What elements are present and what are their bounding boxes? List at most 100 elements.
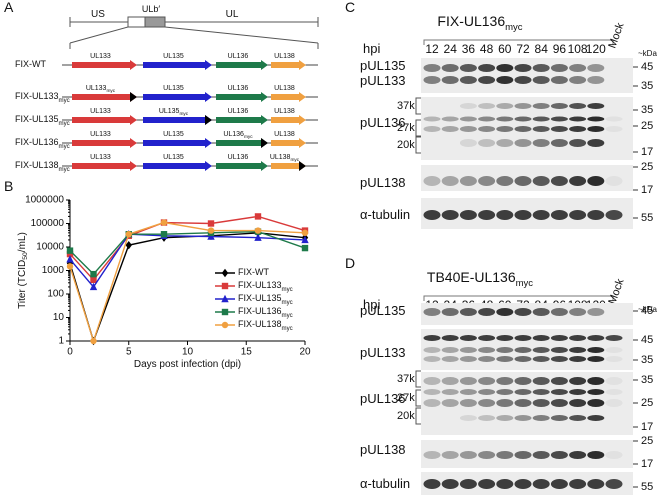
kda-marker-part: 17	[641, 421, 653, 433]
gene-label: UL133myc	[86, 85, 116, 94]
kda-marker: 17	[641, 146, 653, 158]
us-box	[127, 16, 146, 28]
kda-marker: 55	[641, 212, 653, 224]
construct-name: FIX-WT	[15, 59, 46, 69]
band	[459, 308, 477, 316]
band	[496, 126, 514, 132]
gene-label: UL135	[163, 53, 184, 60]
protein-label: pUL138	[360, 175, 406, 190]
band	[441, 479, 459, 489]
band	[441, 64, 459, 72]
myc-tag	[299, 161, 306, 171]
band	[605, 176, 623, 186]
y-axis-label-part: Titer (TCID	[17, 260, 28, 309]
myc-tag	[261, 138, 268, 148]
point	[66, 255, 74, 263]
lane-bracket	[423, 39, 614, 45]
construct-name-part: FIX-WT	[15, 59, 46, 69]
legend-label-part: FIX-UL138	[238, 319, 282, 329]
protein-label: pUL138	[360, 442, 406, 457]
band	[605, 356, 623, 362]
construct-name-part: myc	[59, 120, 70, 127]
point	[301, 235, 309, 244]
band	[532, 126, 550, 132]
band-bracket	[415, 136, 421, 154]
gene-label: UL138	[274, 53, 295, 60]
kda-marker-part: 45	[641, 334, 653, 346]
band	[587, 116, 605, 122]
kda-marker: 25	[641, 435, 653, 447]
legend-label: FIX-WT	[238, 267, 269, 277]
band-bracket	[415, 370, 421, 388]
gene-label-part: UL136	[223, 131, 244, 138]
band	[423, 479, 441, 489]
band	[550, 308, 568, 316]
point	[90, 270, 97, 278]
band	[605, 377, 623, 385]
band-label-part: 27k	[397, 392, 415, 404]
y-tick-label: 10000	[36, 242, 64, 253]
kda-marker-part: 17	[641, 184, 653, 196]
legend-label: FIX-UL133myc	[238, 280, 293, 293]
band	[514, 126, 532, 132]
lane-label: 120	[586, 42, 606, 56]
legend-label: FIX-UL136myc	[238, 306, 293, 319]
gene-arrow	[216, 161, 268, 171]
gene-label-part: UL138	[274, 53, 295, 60]
gene-label: UL136	[228, 154, 249, 161]
band	[550, 139, 568, 147]
band-label-part: 20k	[397, 410, 415, 422]
band	[423, 377, 441, 385]
kda-marker: 35	[641, 80, 653, 92]
band	[532, 335, 550, 341]
protein-label: α-tubulin	[360, 207, 410, 222]
band	[532, 347, 550, 353]
region-label-part: ULb′	[142, 4, 161, 14]
band	[569, 347, 587, 353]
construct-name-part: FIX-UL138	[15, 160, 59, 170]
band	[441, 176, 459, 186]
kda-marker-part: 45	[641, 61, 653, 73]
band	[496, 103, 514, 109]
hpi-label: hpi	[363, 41, 380, 56]
point	[90, 337, 97, 345]
band-label: 37k	[397, 100, 415, 112]
blot	[421, 58, 633, 93]
kda-marker-part: 35	[641, 354, 653, 366]
band	[587, 308, 605, 316]
band	[514, 451, 532, 459]
band	[478, 415, 496, 421]
gene-label-part: UL135	[163, 53, 184, 60]
band	[514, 103, 532, 109]
gene-arrow	[143, 138, 212, 148]
ulb-box	[144, 16, 166, 28]
gene-label: UL138	[274, 85, 295, 92]
band	[496, 389, 514, 395]
gene-arrow	[72, 115, 137, 125]
gene-label-part: myc	[179, 112, 188, 117]
protein-label-part: α-tubulin	[360, 476, 410, 491]
point	[160, 231, 168, 238]
band	[532, 389, 550, 395]
kda-marker: 25	[641, 161, 653, 173]
gene-arrow	[216, 92, 268, 102]
gene-label-part: myc	[106, 89, 115, 94]
lane-label: 48	[480, 42, 494, 56]
band	[496, 415, 514, 421]
band	[423, 176, 441, 186]
band	[441, 116, 459, 122]
band	[532, 64, 550, 72]
zoom-line	[69, 26, 129, 44]
band-label-part: 20k	[397, 139, 415, 151]
x-tick-label: 0	[67, 347, 73, 358]
band	[514, 399, 532, 407]
kda-marker-part: 55	[641, 212, 653, 224]
band	[532, 116, 550, 122]
band	[459, 389, 477, 395]
gene-label-part: UL135	[163, 131, 184, 138]
kda-marker-part: 55	[641, 481, 653, 493]
band	[441, 389, 459, 395]
panel-title: FIX-UL136myc	[437, 13, 522, 33]
band	[605, 335, 623, 341]
point	[66, 263, 74, 270]
